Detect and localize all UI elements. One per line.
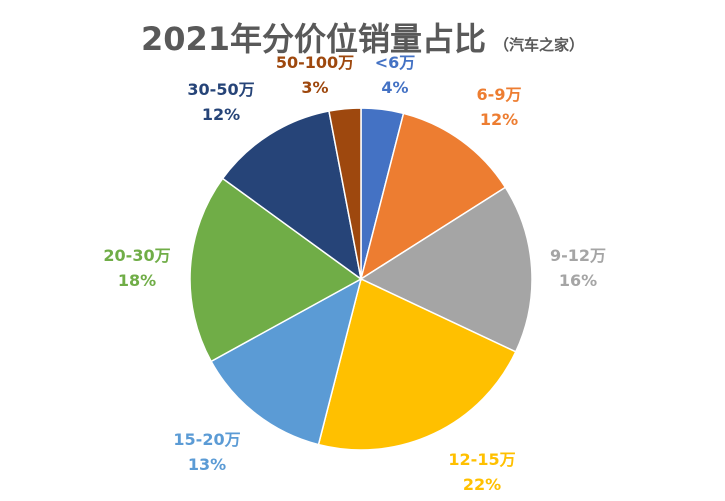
- slice-label: 9-12万 16%: [550, 243, 606, 293]
- slice-value-label: 12%: [201, 105, 241, 124]
- slice-value-label: 13%: [187, 455, 227, 474]
- slice-value-label: 4%: [381, 78, 409, 97]
- slice-category: <6万: [374, 53, 416, 72]
- slice-label: 20-30万 18%: [103, 243, 170, 293]
- slice-category: 6-9万: [476, 85, 522, 104]
- slice-category: 9-12万: [549, 246, 607, 265]
- pie-slice: [189, 177, 363, 363]
- slice-category: 50-100万: [275, 53, 355, 72]
- pie-slice: [317, 277, 517, 451]
- chart-title-block: 2021年分价位销量占比 （汽车之家）: [0, 14, 725, 60]
- slice-category: 20-30万: [103, 246, 171, 265]
- slice-value-label: 18%: [117, 271, 157, 290]
- pie-slice: [221, 110, 363, 281]
- slice-value-label: 12%: [479, 110, 519, 129]
- slice-category: 15-20万: [173, 430, 241, 449]
- pie-slice: [328, 107, 362, 280]
- slice-value-label: 22%: [462, 475, 502, 494]
- pie-slice: [210, 277, 363, 446]
- slice-category: 12-15万: [448, 450, 516, 469]
- slice-label: 30-50万 12%: [187, 77, 254, 127]
- slice-label: 12-15万 22%: [448, 447, 515, 497]
- slice-label: <6万 4%: [375, 50, 416, 100]
- slice-category: 30-50万: [187, 80, 255, 99]
- slice-label: 6-9万 12%: [477, 82, 522, 132]
- slice-value-label: 16%: [558, 271, 598, 290]
- pie-slice: [359, 186, 533, 353]
- slice-value-label: 3%: [301, 78, 329, 97]
- slice-label: 50-100万 3%: [276, 50, 354, 100]
- chart-title: 2021年分价位销量占比: [140, 20, 487, 58]
- chart-subtitle: （汽车之家）: [494, 36, 585, 54]
- slice-label: 15-20万 13%: [173, 427, 240, 477]
- pie-slice: [359, 112, 507, 281]
